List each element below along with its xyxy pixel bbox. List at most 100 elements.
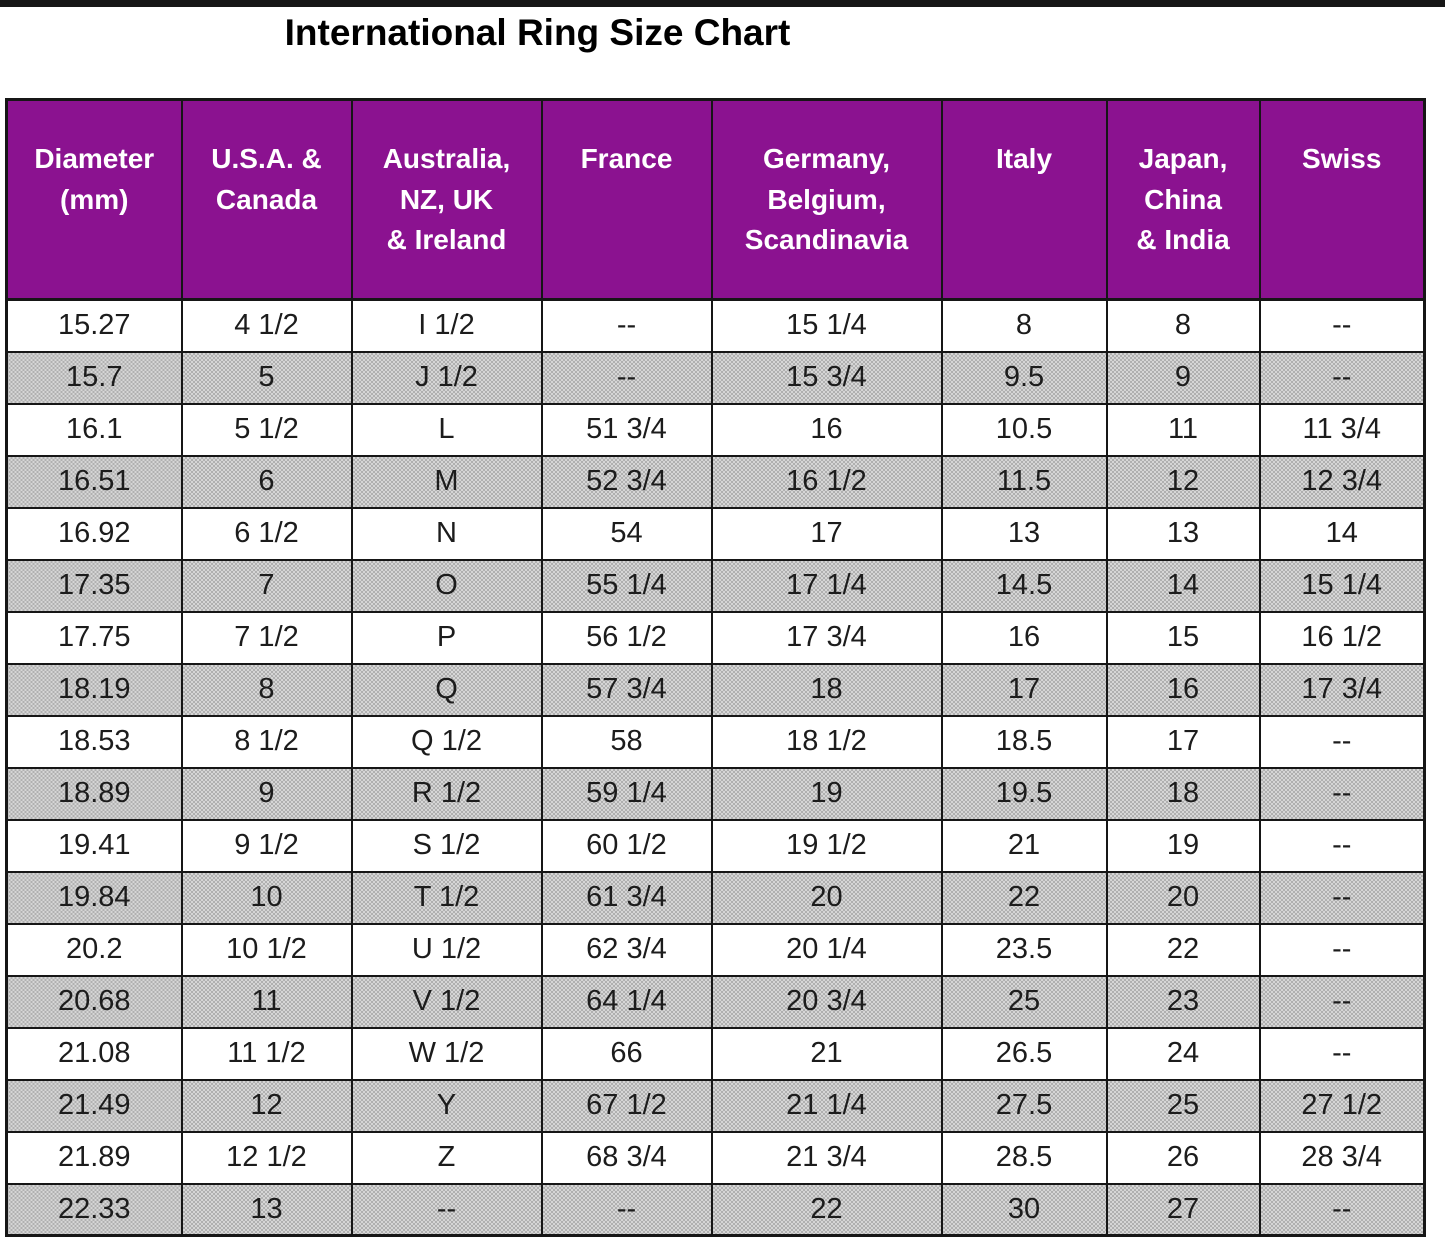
table-cell: 13 bbox=[180, 1182, 353, 1237]
table-cell: 16 bbox=[1105, 662, 1261, 717]
table-cell: O bbox=[350, 558, 543, 613]
table-cell: U 1/2 bbox=[350, 922, 543, 977]
table-cell: 21.89 bbox=[5, 1130, 183, 1185]
table-cell: 64 1/4 bbox=[540, 974, 713, 1029]
table-cell: 18 bbox=[710, 662, 943, 717]
table-cell: 16 bbox=[940, 610, 1108, 665]
table-cell: 21.49 bbox=[5, 1078, 183, 1133]
table-cell: 17.35 bbox=[5, 558, 183, 613]
table-cell: 21 1/4 bbox=[710, 1078, 943, 1133]
table-cell: 20 1/4 bbox=[710, 922, 943, 977]
table-cell: 22 bbox=[940, 870, 1108, 925]
table-cell: 26 bbox=[1105, 1130, 1261, 1185]
table-cell: 52 3/4 bbox=[540, 454, 713, 509]
table-cell: -- bbox=[350, 1182, 543, 1237]
table-row: 17.75 7 1/2 P 56 1/2 17 3/4 16 15 16 1/2 bbox=[5, 610, 1426, 665]
column-header: Japan, China & India bbox=[1105, 98, 1261, 301]
table-cell: 27 bbox=[1105, 1182, 1261, 1237]
table-cell: 11 1/2 bbox=[180, 1026, 353, 1081]
title-area: International Ring Size Chart bbox=[0, 12, 1075, 54]
table-cell: 8 1/2 bbox=[180, 714, 353, 769]
table-cell: Z bbox=[350, 1130, 543, 1185]
table-cell: -- bbox=[1258, 766, 1426, 821]
table-row: 20.68 11 V 1/2 64 1/4 20 3/4 25 23 -- bbox=[5, 974, 1426, 1029]
table-cell: 18.89 bbox=[5, 766, 183, 821]
table-cell: 22 bbox=[710, 1182, 943, 1237]
table-cell: 11 bbox=[180, 974, 353, 1029]
table-cell: -- bbox=[1258, 298, 1426, 353]
table-cell: 22.33 bbox=[5, 1182, 183, 1237]
table-cell: W 1/2 bbox=[350, 1026, 543, 1081]
table-cell: 18.19 bbox=[5, 662, 183, 717]
table-cell: 21 bbox=[940, 818, 1108, 873]
table-cell: 17 bbox=[710, 506, 943, 561]
column-header: Diameter (mm) bbox=[5, 98, 183, 301]
table-cell: 28 3/4 bbox=[1258, 1130, 1426, 1185]
page-title: International Ring Size Chart bbox=[284, 12, 791, 53]
table-cell: 21 3/4 bbox=[710, 1130, 943, 1185]
table-cell: 16.92 bbox=[5, 506, 183, 561]
table-cell: 54 bbox=[540, 506, 713, 561]
table-cell: 27.5 bbox=[940, 1078, 1108, 1133]
table-cell: 11.5 bbox=[940, 454, 1108, 509]
table-cell: 20 bbox=[1105, 870, 1261, 925]
table-cell: 16.1 bbox=[5, 402, 183, 457]
table-cell: -- bbox=[1258, 1182, 1426, 1237]
table-cell: 12 1/2 bbox=[180, 1130, 353, 1185]
table-cell: 10 bbox=[180, 870, 353, 925]
table-row: 16.92 6 1/2 N 54 17 13 13 14 bbox=[5, 506, 1426, 561]
table-cell: 16 1/2 bbox=[710, 454, 943, 509]
table-cell: 7 bbox=[180, 558, 353, 613]
table-cell: 24 bbox=[1105, 1026, 1261, 1081]
table-row: 21.49 12 Y 67 1/2 21 1/4 27.5 25 27 1/2 bbox=[5, 1078, 1426, 1133]
table-cell: -- bbox=[1258, 974, 1426, 1029]
table-cell: 21.08 bbox=[5, 1026, 183, 1081]
table-cell: 7 1/2 bbox=[180, 610, 353, 665]
table-cell: 19 bbox=[1105, 818, 1261, 873]
table-cell: 17 3/4 bbox=[1258, 662, 1426, 717]
table-cell: R 1/2 bbox=[350, 766, 543, 821]
ring-size-table: Diameter (mm) U.S.A. & Canada Australia, N… bbox=[5, 98, 1426, 1237]
table-cell: 57 3/4 bbox=[540, 662, 713, 717]
table-row: 15.27 4 1/2 I 1/2 -- 15 1/4 8 8 -- bbox=[5, 298, 1426, 353]
table-cell: S 1/2 bbox=[350, 818, 543, 873]
table-cell: -- bbox=[1258, 714, 1426, 769]
table-cell: 15.27 bbox=[5, 298, 183, 353]
table-cell: 12 3/4 bbox=[1258, 454, 1426, 509]
column-header: Italy bbox=[940, 98, 1108, 301]
table-cell: T 1/2 bbox=[350, 870, 543, 925]
table-cell: 19 bbox=[710, 766, 943, 821]
table-cell: 26.5 bbox=[940, 1026, 1108, 1081]
column-header: France bbox=[540, 98, 713, 301]
table-cell: 19 1/2 bbox=[710, 818, 943, 873]
table-row: 21.89 12 1/2 Z 68 3/4 21 3/4 28.5 26 28 3/4 bbox=[5, 1130, 1426, 1185]
table-cell: 17 1/4 bbox=[710, 558, 943, 613]
table-cell: 17.75 bbox=[5, 610, 183, 665]
table-cell: 15 1/4 bbox=[710, 298, 943, 353]
table-cell: Q bbox=[350, 662, 543, 717]
top-divider-line bbox=[0, 0, 1445, 7]
table-cell: 17 bbox=[940, 662, 1108, 717]
table-cell: 11 3/4 bbox=[1258, 402, 1426, 457]
table-cell: 15 3/4 bbox=[710, 350, 943, 405]
table-row: 16.51 6 M 52 3/4 16 1/2 11.5 12 12 3/4 bbox=[5, 454, 1426, 509]
table-cell: 19.41 bbox=[5, 818, 183, 873]
table-cell: 6 bbox=[180, 454, 353, 509]
table-cell: -- bbox=[540, 1182, 713, 1237]
table-cell: 8 bbox=[180, 662, 353, 717]
table-row: 22.33 13 -- -- 22 30 27 -- bbox=[5, 1182, 1426, 1237]
table-cell: 18.53 bbox=[5, 714, 183, 769]
table-cell: -- bbox=[540, 298, 713, 353]
table-cell: 9 bbox=[180, 766, 353, 821]
table-cell: 5 1/2 bbox=[180, 402, 353, 457]
table-cell: 22 bbox=[1105, 922, 1261, 977]
table-cell: 19.84 bbox=[5, 870, 183, 925]
table-cell: 25 bbox=[1105, 1078, 1261, 1133]
table-cell: 20.68 bbox=[5, 974, 183, 1029]
table-cell: 14 bbox=[1105, 558, 1261, 613]
table-cell: 17 bbox=[1105, 714, 1261, 769]
table-cell: 20 3/4 bbox=[710, 974, 943, 1029]
table-cell: -- bbox=[1258, 818, 1426, 873]
table-row: 18.19 8 Q 57 3/4 18 17 16 17 3/4 bbox=[5, 662, 1426, 717]
table-cell: 58 bbox=[540, 714, 713, 769]
